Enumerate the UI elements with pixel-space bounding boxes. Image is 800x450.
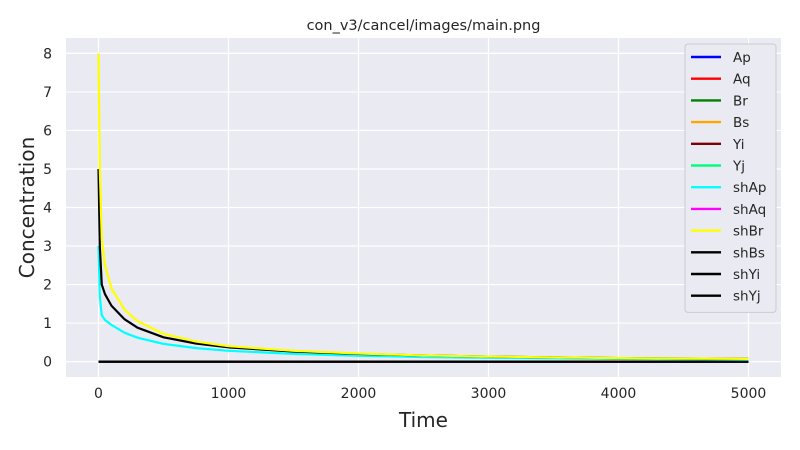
y-axis-ticks: 0 1 2 3 4 5 6 7 8 xyxy=(43,46,52,370)
legend-label: Bs xyxy=(733,115,749,131)
x-tick-label: 3000 xyxy=(471,386,507,402)
legend-label: Yj xyxy=(732,159,745,175)
legend-label: shBs xyxy=(733,245,765,261)
grid xyxy=(66,38,781,377)
legend-label: Yi xyxy=(732,137,745,153)
legend-label: shBr xyxy=(733,224,764,240)
y-tick-label: 8 xyxy=(43,46,52,62)
x-axis-label: Time xyxy=(398,408,448,432)
y-axis-label: Concentration xyxy=(15,137,39,278)
x-tick-label: 4000 xyxy=(601,386,637,402)
chart-title: con_v3/cancel/images/main.png xyxy=(307,18,541,34)
series-line-shAp xyxy=(97,245,749,361)
x-tick-label: 0 xyxy=(94,386,103,402)
y-tick-label: 4 xyxy=(43,201,52,217)
legend-label: shAq xyxy=(733,202,766,218)
y-tick-label: 6 xyxy=(43,123,52,139)
y-tick-label: 5 xyxy=(43,162,52,178)
y-tick-label: 0 xyxy=(43,355,52,371)
x-tick-label: 5000 xyxy=(731,386,767,402)
legend-label: Ap xyxy=(733,50,751,66)
legend: Ap Aq Br Bs Yi Yj shAp shAq shBr shBs shYi shYj xyxy=(684,43,777,313)
x-tick-label: 1000 xyxy=(211,386,247,402)
legend-label: Aq xyxy=(733,72,751,88)
series-lines xyxy=(97,53,749,363)
series-line-shBr xyxy=(97,53,749,360)
legend-label: shYi xyxy=(733,267,760,283)
x-axis-ticks: 0 1000 2000 3000 4000 5000 xyxy=(94,386,766,402)
legend-label: Br xyxy=(733,93,748,109)
y-tick-label: 3 xyxy=(43,239,52,255)
y-tick-label: 7 xyxy=(43,85,52,101)
y-tick-label: 1 xyxy=(43,316,52,332)
legend-label: shYj xyxy=(733,289,761,305)
legend-box xyxy=(684,43,777,313)
legend-label: shAp xyxy=(733,180,766,196)
x-tick-label: 2000 xyxy=(341,386,377,402)
y-tick-label: 2 xyxy=(43,278,52,294)
